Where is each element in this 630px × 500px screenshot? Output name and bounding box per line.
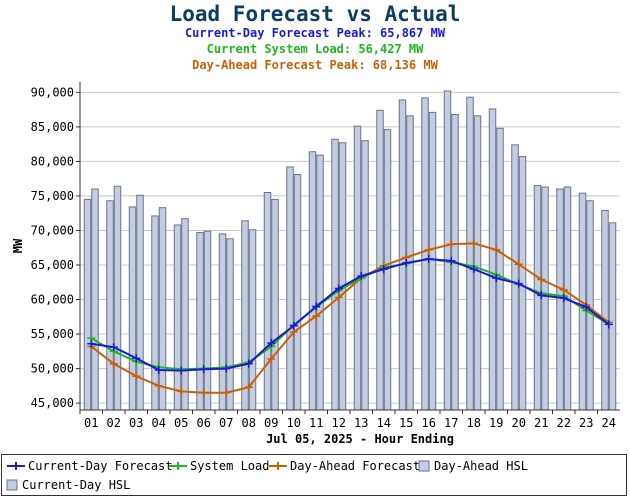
day-ahead-hsl-bar xyxy=(511,144,519,411)
x-tick-label: 01 xyxy=(84,416,98,430)
day-ahead-hsl-bar xyxy=(241,220,249,411)
load-chart: 45,000 50,000 55,000 60,000 65,000 70,000 75,0… xyxy=(11,82,620,446)
x-tick-label: 09 xyxy=(264,416,278,430)
y-tick-label: 70,000 xyxy=(31,223,74,237)
current-day-hsl-bar xyxy=(428,111,437,411)
chart-legend: Current-Day Forecast System Load Day-Ahe… xyxy=(1,454,627,496)
y-axis-label: MW xyxy=(11,238,25,253)
current-day-hsl-bar xyxy=(113,185,122,411)
day-ahead-forecast-swatch xyxy=(269,462,287,470)
day-ahead-hsl-bar xyxy=(106,200,114,411)
x-tick-label: 06 xyxy=(197,416,211,430)
day-ahead-hsl-bar xyxy=(533,185,542,411)
x-tick-label: 19 xyxy=(489,416,503,430)
current-day-hsl-bar xyxy=(226,238,234,411)
day-ahead-hsl-bar xyxy=(218,233,227,411)
current-system-load: Current System Load: 56,427 MW xyxy=(206,42,424,56)
day-ahead-hsl-bar xyxy=(151,215,159,411)
y-tick-label: 75,000 xyxy=(31,189,74,203)
x-tick-label: 22 xyxy=(557,416,571,430)
y-tick-label: 55,000 xyxy=(31,327,74,341)
day-ahead-hsl-bar xyxy=(443,90,452,411)
current-day-hsl-bar xyxy=(293,174,302,411)
x-tick-label: 15 xyxy=(399,416,413,430)
y-tick-label: 50,000 xyxy=(31,362,74,376)
x-tick-label: 12 xyxy=(332,416,346,430)
system-load-swatch xyxy=(169,462,187,470)
legend-item-day-ahead-hsl: Day-Ahead HSL xyxy=(418,459,528,473)
legend-item-current-day-hsl: Current-Day HSL xyxy=(6,478,130,492)
x-tick-label: 11 xyxy=(309,416,323,430)
y-tick-label: 80,000 xyxy=(31,154,74,168)
x-tick-label: 07 xyxy=(219,416,233,430)
current-day-hsl-bar xyxy=(496,127,504,411)
x-tick-label: 02 xyxy=(107,416,121,430)
x-tick-label: 24 xyxy=(602,416,616,430)
legend-label-current-day-forecast: Current-Day Forecast xyxy=(28,459,173,473)
day-ahead-hsl-bar xyxy=(331,138,339,411)
day-ahead-hsl-bar xyxy=(263,191,272,411)
legend-item-current-day-forecast: Current-Day Forecast xyxy=(6,459,173,473)
day-ahead-forecast-line xyxy=(90,242,610,394)
day-ahead-hsl-bar xyxy=(488,108,497,411)
current-day-hsl-bar xyxy=(473,115,482,411)
x-tick-label: 14 xyxy=(377,416,391,430)
current-day-hsl-bar xyxy=(91,188,99,411)
day-ahead-hsl-bar xyxy=(286,166,294,411)
day-ahead-hsl-bar xyxy=(601,209,609,411)
x-tick-label: 20 xyxy=(512,416,526,430)
current-day-hsl-bar xyxy=(316,154,324,411)
day-ahead-hsl-bar xyxy=(173,224,182,411)
current-day-hsl-bar xyxy=(181,218,189,411)
y-tick-label: 65,000 xyxy=(31,258,74,272)
legend-label-current-day-hsl: Current-Day HSL xyxy=(22,478,131,492)
legend-item-system-load: System Load xyxy=(168,459,269,473)
current-day-hsl-bar xyxy=(608,222,617,411)
current-day-hsl-bar xyxy=(541,186,549,411)
y-tick-label: 85,000 xyxy=(31,120,74,134)
day-ahead-hsl-bar xyxy=(308,151,317,411)
y-tick-label: 60,000 xyxy=(31,293,74,307)
day-ahead-hsl-bar xyxy=(353,125,362,411)
day-ahead-hsl-bar xyxy=(556,188,564,411)
x-tick-label: 05 xyxy=(174,416,188,430)
x-tick-label: 23 xyxy=(579,416,593,430)
legend-label-day-ahead-forecast: Day-Ahead Forecast xyxy=(290,459,421,473)
current-day-hsl-bar xyxy=(271,198,279,411)
legend-item-day-ahead-forecast: Day-Ahead Forecast xyxy=(268,459,420,473)
day-ahead-hsl-bar xyxy=(196,232,204,411)
day-ahead-hsl-swatch xyxy=(418,460,430,472)
plot-area xyxy=(80,82,620,410)
day-ahead-hsl-bar xyxy=(83,198,92,411)
x-tick-label: 17 xyxy=(444,416,458,430)
y-tick-label: 45,000 xyxy=(31,396,74,410)
current-day-forecast-peak: Current-Day Forecast Peak: 65,867 MW xyxy=(184,26,446,40)
day-ahead-hsl-bar xyxy=(398,99,407,411)
current-day-hsl-bar xyxy=(338,142,347,411)
day-ahead-hsl-bar xyxy=(421,97,429,411)
day-ahead-hsl-bar xyxy=(376,109,384,411)
current-day-forecast-swatch xyxy=(7,462,25,470)
x-tick-label: 08 xyxy=(242,416,256,430)
x-tick-label: 21 xyxy=(534,416,548,430)
day-ahead-hsl-bar xyxy=(466,96,474,411)
day-ahead-hsl-bar xyxy=(128,206,137,411)
current-day-hsl-swatch xyxy=(6,479,18,491)
x-axis-label: Jul 05, 2025 - Hour Ending xyxy=(266,432,454,446)
x-tick-label: 10 xyxy=(287,416,301,430)
legend-label-system-load: System Load xyxy=(190,459,270,473)
x-tick-label: 03 xyxy=(129,416,143,430)
day-ahead-forecast-peak: Day-Ahead Forecast Peak: 68,136 MW xyxy=(192,58,438,72)
x-tick-label: 13 xyxy=(354,416,368,430)
current-day-hsl-bar xyxy=(203,230,212,411)
y-tick-label: 90,000 xyxy=(31,85,74,99)
legend-label-day-ahead-hsl: Day-Ahead HSL xyxy=(434,459,528,473)
x-tick-label: 18 xyxy=(467,416,481,430)
current-day-hsl-bar xyxy=(158,207,167,411)
chart-title: Load Forecast vs Actual xyxy=(169,2,461,26)
x-tick-label: 16 xyxy=(422,416,436,430)
x-tick-label: 04 xyxy=(152,416,166,430)
